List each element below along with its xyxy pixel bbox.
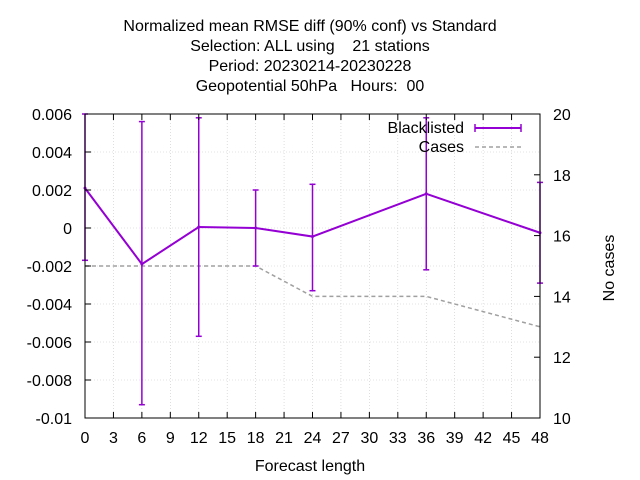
y-tick-label: 0.006	[32, 107, 72, 124]
y2-tick-label: 16	[553, 229, 571, 246]
data-point	[254, 226, 258, 230]
blacklisted-series	[82, 113, 543, 406]
chart-title: Normalized mean RMSE diff (90% conf) vs …	[0, 17, 620, 97]
legend-label-cases: Cases	[419, 139, 464, 156]
data-point	[140, 262, 144, 266]
title-line-1: Normalized mean RMSE diff (90% conf) vs …	[123, 18, 497, 35]
data-point	[197, 225, 201, 229]
title-line-4: Geopotential 50hPa Hours: 00	[195, 78, 425, 95]
y2-tick-label: 14	[553, 289, 571, 306]
x-axis-label: Forecast length	[255, 458, 365, 475]
axis-ticks	[84, 113, 541, 419]
x-tick-label: 3	[109, 430, 118, 447]
y2-tick-label: 12	[553, 350, 571, 367]
legend-label-blacklisted: Blacklisted	[388, 120, 464, 137]
x-tick-label: 30	[360, 430, 378, 447]
y2-axis-label: No cases	[601, 235, 618, 302]
data-point	[424, 192, 428, 196]
y-tick-label: -0.006	[27, 335, 72, 352]
x-tick-label: 21	[275, 430, 293, 447]
x-tick-label: 42	[474, 430, 492, 447]
y2-tick-label: 18	[553, 168, 571, 185]
grid	[85, 114, 540, 418]
y-tick-label: 0	[63, 221, 72, 238]
y-tick-label: -0.008	[27, 373, 72, 390]
x-tick-label: 48	[531, 430, 549, 447]
x-tick-label: 27	[332, 430, 350, 447]
title-line-2: Selection: ALL using 21 stations	[190, 38, 430, 55]
legend-sample-blacklisted	[474, 124, 522, 132]
title-line-3: Period: 20230214-20230228	[208, 58, 412, 75]
x-tick-label: 12	[190, 430, 208, 447]
x-tick-label: 15	[218, 430, 236, 447]
y-tick-label: 0.004	[32, 145, 72, 162]
y-tick-labels: 0.006 0.004 0.002 0 -0.002 -0.004 -0.006 -0.008…	[27, 107, 72, 428]
y-tick-label: -0.004	[27, 297, 72, 314]
x-tick-label: 24	[304, 430, 322, 447]
y-tick-label: -0.01	[36, 411, 73, 428]
x-tick-label: 36	[417, 430, 435, 447]
x-tick-label: 0	[81, 430, 90, 447]
x-tick-label: 9	[166, 430, 175, 447]
x-tick-label: 39	[446, 430, 464, 447]
y-tick-label: -0.002	[27, 259, 72, 276]
y-tick-label: 0.002	[32, 183, 72, 200]
y2-tick-labels: 20 18 16 14 12 10	[553, 107, 571, 428]
y2-tick-label: 10	[553, 411, 571, 428]
x-tick-label: 18	[247, 430, 265, 447]
data-point	[311, 235, 314, 239]
legend: Blacklisted Cases	[388, 120, 522, 156]
x-tick-label: 33	[389, 430, 407, 447]
x-tick-labels: 0 3 6 9 12 15 18 21 24 27 30 33 36 39 42 45 48	[81, 430, 549, 447]
y2-tick-label: 20	[553, 107, 571, 124]
x-tick-label: 6	[137, 430, 146, 447]
x-tick-label: 45	[503, 430, 521, 447]
